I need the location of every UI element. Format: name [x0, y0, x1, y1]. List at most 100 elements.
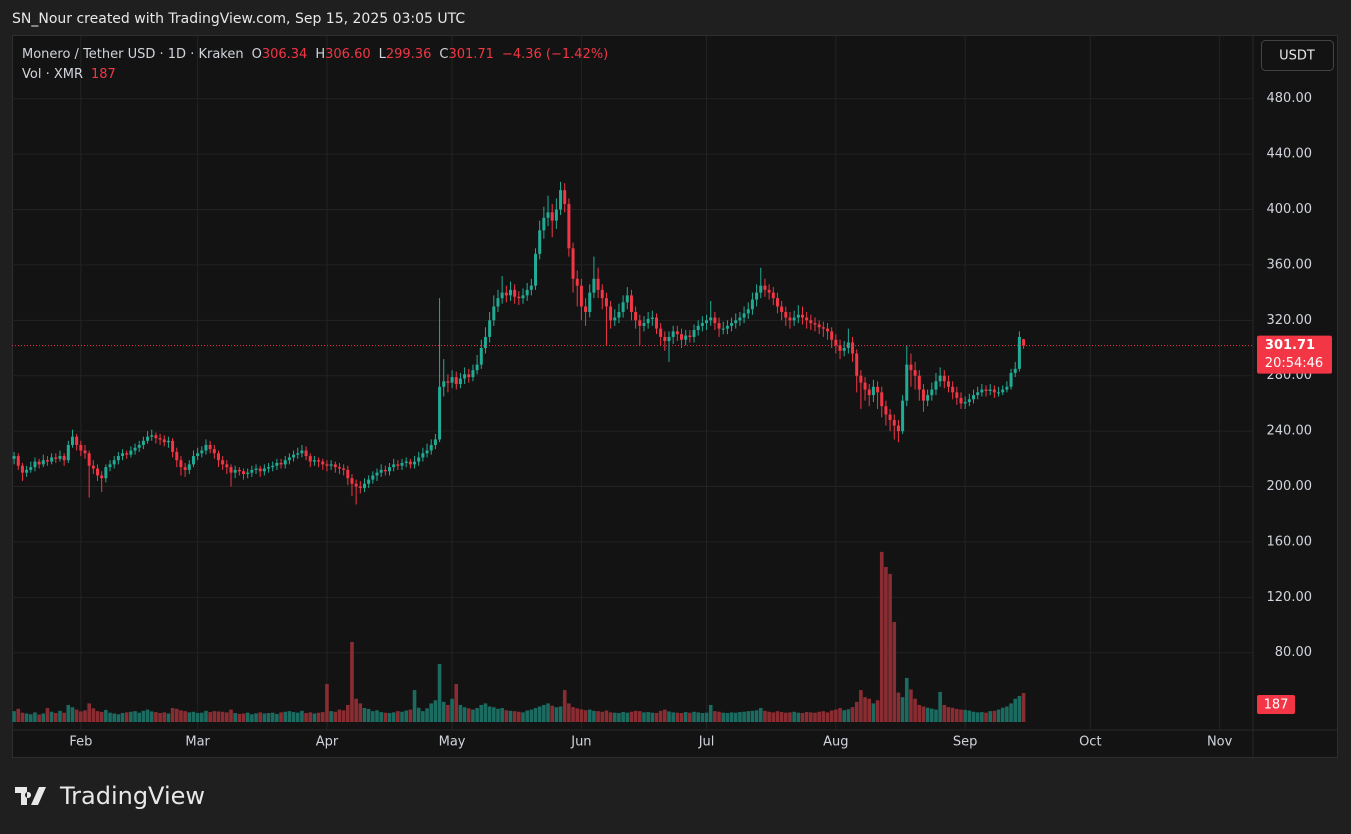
candle-body — [742, 313, 746, 318]
volume-bar — [917, 704, 922, 722]
volume-bar — [788, 712, 792, 722]
candle-body — [992, 389, 996, 393]
volume-bar — [967, 710, 972, 722]
candle-body — [972, 395, 976, 400]
volume-bar — [909, 689, 913, 722]
candle-body — [158, 438, 162, 440]
volume-bar — [621, 712, 625, 722]
chart-panel — [12, 35, 1338, 758]
last-volume-box — [1257, 695, 1295, 715]
volume-bar — [141, 710, 146, 722]
candle-body — [100, 475, 104, 479]
volume-bar — [575, 708, 580, 722]
candle-body — [488, 320, 492, 337]
volume-bar — [200, 712, 204, 722]
volume-bar — [809, 712, 813, 722]
candle-body — [233, 469, 237, 473]
candle-body — [542, 217, 546, 231]
candle-body — [20, 465, 24, 473]
candle-body — [771, 292, 775, 299]
candle-body — [433, 439, 437, 445]
candle-body — [179, 460, 183, 468]
candle-body — [529, 285, 533, 290]
candle-body — [467, 374, 471, 378]
volume-bar — [83, 710, 87, 722]
volume-bar — [1017, 695, 1022, 722]
volume-bar — [838, 708, 842, 722]
volume-bar — [738, 712, 742, 722]
x-tick-label: Jun — [570, 735, 591, 750]
candle-body — [888, 414, 892, 421]
currency-label[interactable]: USDT — [1279, 49, 1315, 64]
volume-bar — [1000, 707, 1005, 722]
volume-bar — [633, 710, 638, 722]
volume-bar — [600, 711, 605, 722]
candle-body — [346, 469, 350, 479]
candle-body — [446, 381, 450, 383]
candle-body — [454, 377, 458, 385]
candle-body — [317, 460, 321, 462]
currency-button[interactable] — [1261, 40, 1334, 71]
candle-body — [721, 328, 725, 330]
candle-body — [796, 314, 800, 318]
volume-bar — [796, 712, 801, 722]
volume-bar — [74, 709, 79, 722]
legend: Monero / Tether USD · 1D · Kraken O306.34… — [22, 47, 608, 62]
candle-body — [267, 467, 271, 469]
volume-bar — [650, 712, 655, 722]
volume-bar — [683, 712, 688, 722]
candle-body — [688, 335, 692, 337]
candle-body — [70, 436, 74, 445]
last-volume-label: 187 — [1264, 698, 1289, 713]
volume-bar — [262, 713, 267, 722]
candle-body — [321, 461, 325, 465]
volume-bar — [45, 708, 50, 722]
candle-body — [997, 392, 1001, 394]
y-tick-label: 480.00 — [1267, 91, 1313, 106]
candle-body — [567, 203, 571, 249]
volume-bar — [350, 641, 354, 722]
candle-body — [851, 342, 855, 354]
volume-bar — [921, 706, 926, 722]
volume-bar — [984, 712, 988, 722]
volume-bar — [129, 711, 133, 722]
volume-bar — [1009, 703, 1013, 722]
candle-body — [942, 375, 946, 382]
volume-bar — [179, 710, 183, 722]
candle-body — [617, 312, 621, 318]
candle-body — [204, 444, 208, 451]
candle-body — [951, 386, 955, 393]
volume-bar — [934, 709, 938, 722]
volume-bar — [95, 711, 100, 722]
volume-bar — [733, 712, 738, 722]
candle-body — [392, 464, 396, 468]
volume-bar — [888, 573, 892, 722]
candle-body — [654, 317, 658, 329]
candle-body — [425, 450, 429, 454]
candle-body — [600, 289, 604, 299]
candle-body — [262, 468, 266, 472]
volume-bar — [99, 711, 104, 722]
candle-body — [667, 336, 671, 342]
volume-bar — [62, 712, 66, 722]
candle-body — [546, 212, 550, 218]
volume-bar — [429, 703, 434, 722]
volume-bar — [137, 712, 142, 722]
volume-bar — [404, 710, 408, 722]
volume-bar — [517, 711, 521, 722]
candle-body — [750, 299, 754, 310]
volume-bar — [496, 708, 500, 722]
volume-bar — [124, 712, 129, 722]
candle-body — [926, 395, 930, 401]
volume-bar — [896, 692, 901, 722]
volume-bar — [562, 690, 567, 722]
candle-body — [1022, 339, 1026, 346]
volume-bar — [174, 708, 179, 722]
volume-bar — [412, 690, 417, 722]
volume-bar — [612, 712, 617, 722]
volume-bar — [471, 709, 475, 722]
x-tick-label: Apr — [316, 735, 339, 750]
candle-body — [383, 469, 387, 472]
candle-body — [229, 467, 233, 473]
symbol: Monero / Tether USD · 1D · Kraken — [22, 47, 244, 62]
